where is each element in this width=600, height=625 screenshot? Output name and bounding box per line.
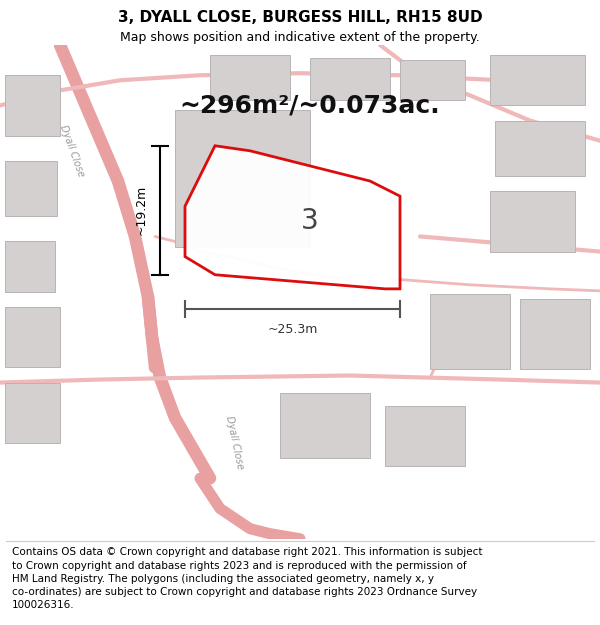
Bar bbox=[5, 75, 60, 136]
Bar bbox=[5, 161, 57, 216]
Text: Contains OS data © Crown copyright and database right 2021. This information is : Contains OS data © Crown copyright and d… bbox=[12, 548, 482, 610]
Text: 3: 3 bbox=[301, 207, 319, 235]
Bar bbox=[400, 60, 465, 101]
Bar bbox=[310, 58, 390, 101]
Bar bbox=[5, 382, 60, 443]
Bar bbox=[175, 111, 310, 246]
Bar bbox=[385, 406, 465, 466]
Text: ~19.2m: ~19.2m bbox=[135, 185, 148, 236]
Text: ~25.3m: ~25.3m bbox=[268, 323, 317, 336]
Bar bbox=[430, 294, 510, 369]
Text: 3, DYALL CLOSE, BURGESS HILL, RH15 8UD: 3, DYALL CLOSE, BURGESS HILL, RH15 8UD bbox=[118, 10, 482, 25]
Text: ~296m²/~0.073ac.: ~296m²/~0.073ac. bbox=[179, 94, 440, 118]
Bar bbox=[490, 55, 585, 106]
Bar bbox=[490, 191, 575, 252]
Text: Map shows position and indicative extent of the property.: Map shows position and indicative extent… bbox=[120, 31, 480, 44]
Text: Dyall Close: Dyall Close bbox=[224, 416, 245, 471]
Bar bbox=[5, 241, 55, 292]
Bar bbox=[495, 121, 585, 176]
Bar bbox=[280, 392, 370, 458]
Text: Dyall Close: Dyall Close bbox=[58, 124, 86, 178]
Bar bbox=[210, 55, 290, 101]
Bar bbox=[520, 299, 590, 369]
Bar bbox=[5, 307, 60, 368]
Polygon shape bbox=[185, 146, 400, 289]
